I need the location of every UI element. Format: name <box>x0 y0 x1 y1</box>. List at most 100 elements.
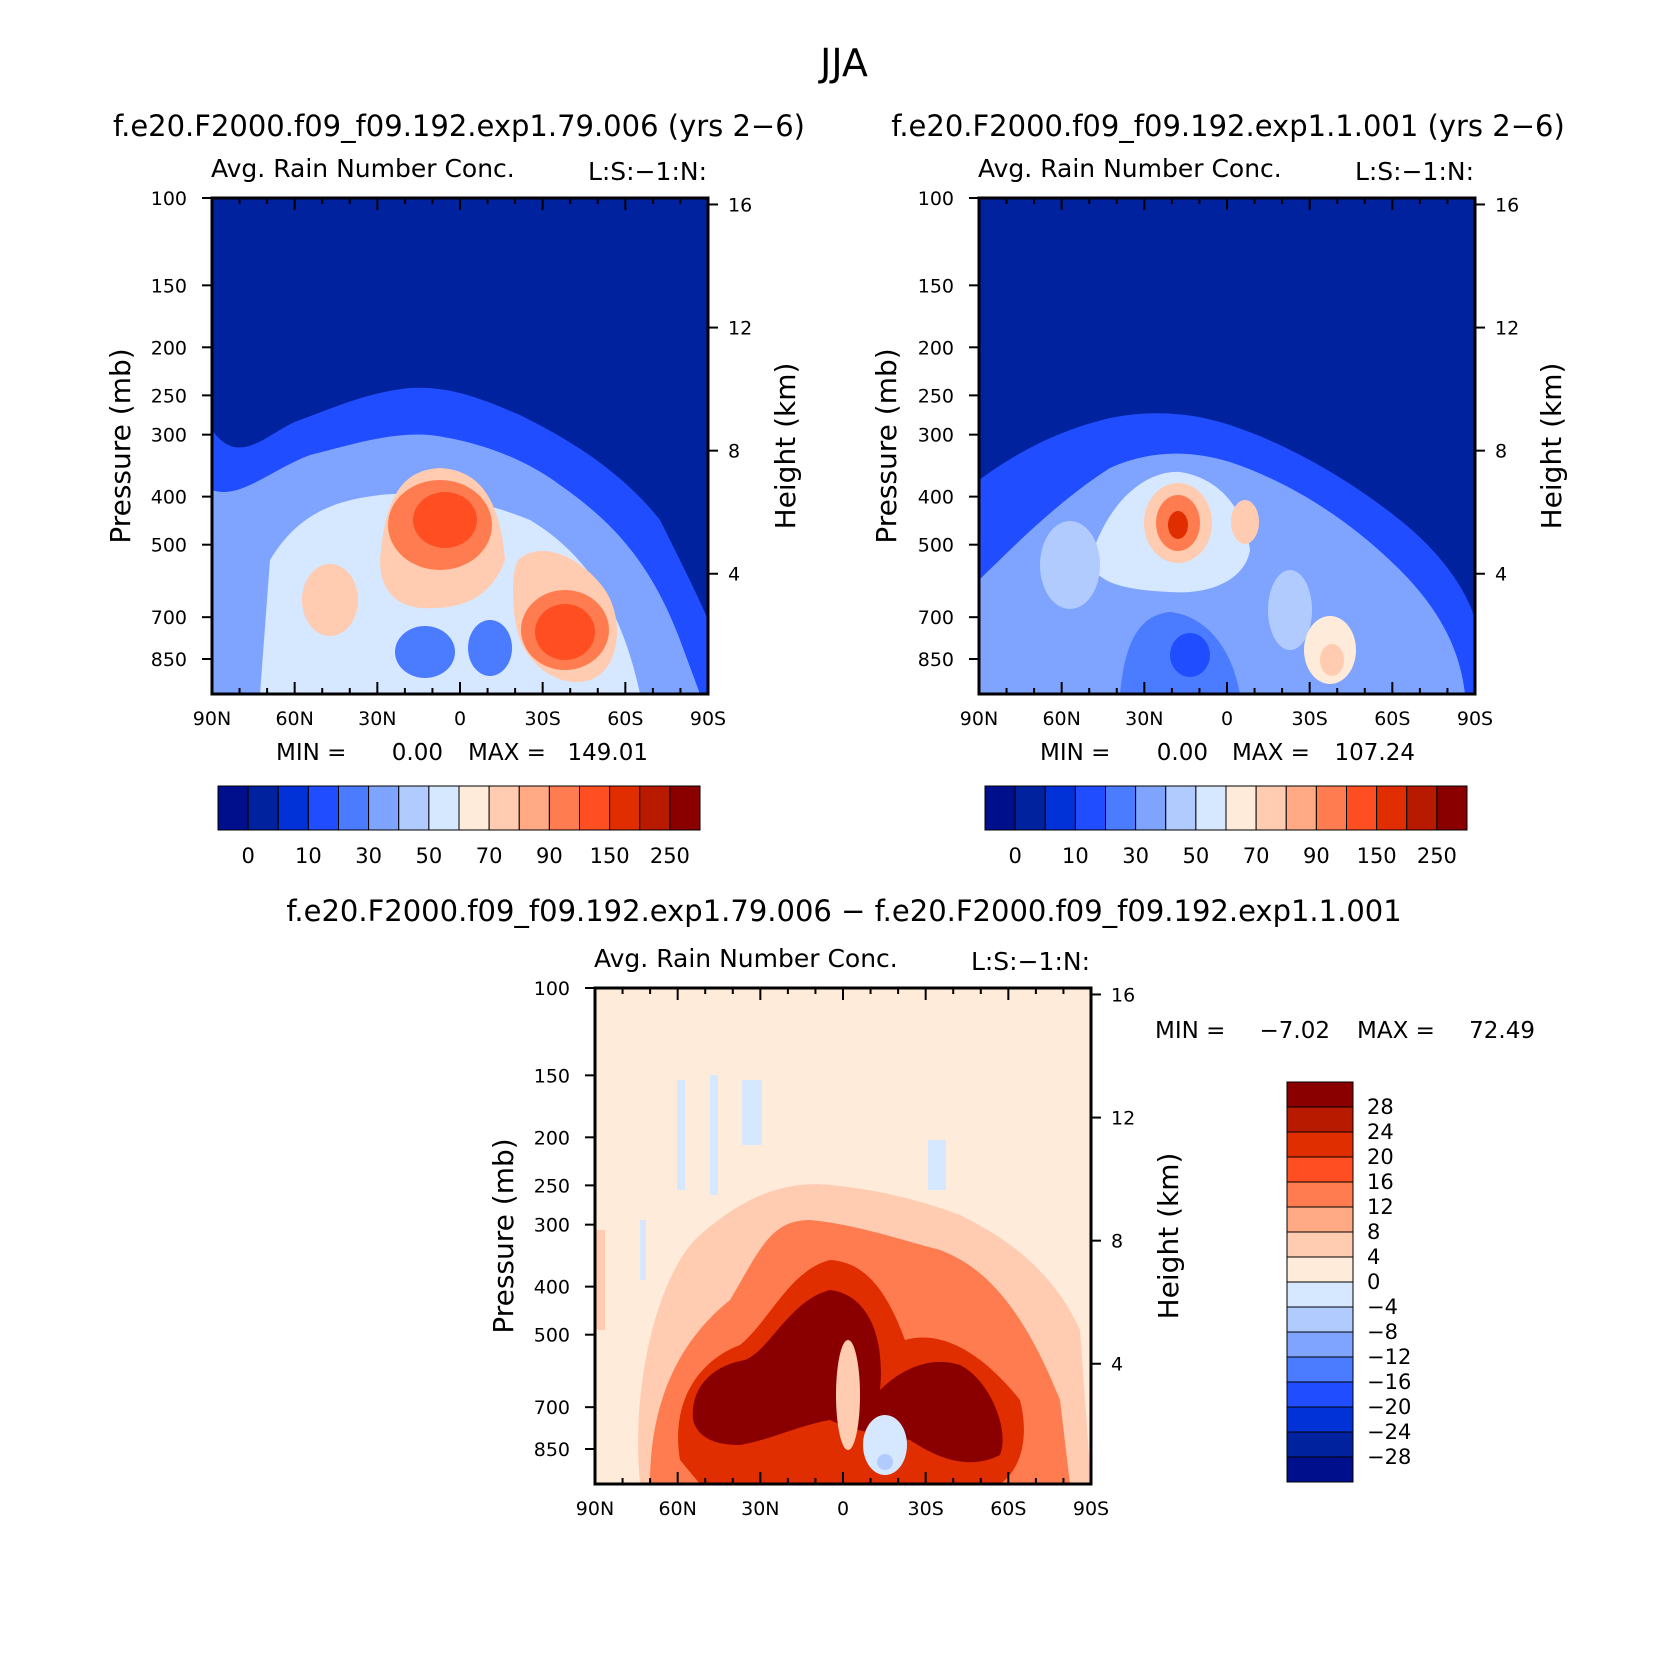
panel-1-ylabel: Pressure (mb) <box>104 348 137 543</box>
y-tick-label: 300 <box>534 1215 570 1237</box>
y-tick-label: 700 <box>534 1397 570 1419</box>
colorbar-label: 250 <box>1417 844 1457 868</box>
x-tick-label: 30N <box>1125 708 1163 730</box>
panel-2-max-value: 107.24 <box>1335 740 1415 766</box>
colorbar-swatch <box>338 785 370 831</box>
x-tick-label: 90S <box>690 708 726 730</box>
height-tick-label: 12 <box>1495 318 1519 340</box>
colorbar-label: 4 <box>1367 1245 1380 1269</box>
x-tick-label: 0 <box>454 708 466 730</box>
colorbar-swatch <box>1286 1231 1354 1258</box>
panel-2-colorbar: 0 10 30 50 70 90 150 250 <box>984 785 1468 868</box>
x-tick-label: 90N <box>576 1498 614 1520</box>
colorbar-label: 90 <box>536 844 563 868</box>
y-tick-label: 300 <box>151 425 187 447</box>
panel-3-min-value: −7.02 <box>1260 1018 1330 1044</box>
colorbar-label: 50 <box>416 844 443 868</box>
colorbar-label: 250 <box>650 844 690 868</box>
y-tick-label: 250 <box>151 385 187 407</box>
panel-2-case-title: f.e20.F2000.f09_f09.192.exp1.1.001 (yrs … <box>891 109 1565 143</box>
colorbar-label: −4 <box>1367 1295 1398 1319</box>
colorbar-swatch <box>1286 1331 1354 1358</box>
colorbar-label: 50 <box>1183 844 1210 868</box>
colorbar-label: 28 <box>1367 1095 1394 1119</box>
colorbar-label: 70 <box>1243 844 1270 868</box>
x-tick-label: 90S <box>1073 1498 1109 1520</box>
colorbar-swatch <box>368 785 400 831</box>
y-tick-label: 850 <box>151 649 187 671</box>
colorbar-swatch <box>1286 1431 1354 1458</box>
colorbar-swatch <box>428 785 460 831</box>
panel-3-subtitle: Avg. Rain Number Conc. <box>594 944 898 973</box>
colorbar-label: 0 <box>1367 1270 1380 1294</box>
y-tick-label: 400 <box>151 487 187 509</box>
panel-1-min-value: 0.00 <box>392 740 443 766</box>
panel-2-min-label: MIN = <box>1040 740 1110 766</box>
colorbar-swatch <box>1286 1281 1354 1308</box>
y-tick-label: 250 <box>534 1175 570 1197</box>
colorbar-swatch <box>1315 785 1347 831</box>
x-tick-label: 30N <box>741 1498 779 1520</box>
panel-1-min-label: MIN = <box>276 740 346 766</box>
y-tick-label: 400 <box>534 1277 570 1299</box>
height-tick-label: 8 <box>1111 1231 1123 1253</box>
x-tick-label: 60S <box>990 1498 1026 1520</box>
colorbar-swatch <box>1436 785 1468 831</box>
colorbar-label: 150 <box>590 844 630 868</box>
colorbar-label: 8 <box>1367 1220 1380 1244</box>
colorbar-label: 30 <box>1122 844 1149 868</box>
colorbar-swatch <box>1286 1081 1354 1108</box>
colorbar-label: −12 <box>1367 1345 1411 1369</box>
x-tick-label: 30S <box>525 708 561 730</box>
panel-3-min-label: MIN = <box>1155 1018 1225 1044</box>
colorbar-swatch <box>518 785 550 831</box>
colorbar-swatch <box>1225 785 1257 831</box>
x-tick-label: 0 <box>837 1498 849 1520</box>
colorbar-swatch <box>1406 785 1438 831</box>
x-tick-label: 0 <box>1221 708 1233 730</box>
x-tick-label: 60N <box>658 1498 696 1520</box>
colorbar-swatch <box>458 785 490 831</box>
x-tick-label: 30N <box>358 708 396 730</box>
colorbar-label: −28 <box>1367 1445 1411 1469</box>
colorbar-swatch <box>1286 1381 1354 1408</box>
panel-3-max-label: MAX = <box>1357 1018 1435 1044</box>
y-tick-label: 850 <box>534 1439 570 1461</box>
colorbar-swatch <box>1255 785 1287 831</box>
colorbar-label: −24 <box>1367 1420 1411 1444</box>
x-tick-label: 60S <box>1374 708 1410 730</box>
height-tick-label: 4 <box>728 564 740 586</box>
colorbar-swatch <box>247 785 279 831</box>
y-tick-label: 850 <box>918 649 954 671</box>
colorbar-label: 12 <box>1367 1195 1394 1219</box>
panel-2-subtitle: Avg. Rain Number Conc. <box>978 154 1282 183</box>
colorbar-label: 0 <box>241 844 254 868</box>
colorbar-label: 0 <box>1008 844 1021 868</box>
colorbar-label: −20 <box>1367 1395 1411 1419</box>
colorbar-swatch <box>579 785 611 831</box>
x-tick-label: 90N <box>193 708 231 730</box>
colorbar-swatch <box>1286 1306 1354 1333</box>
colorbar-swatch <box>1195 785 1227 831</box>
panel-2-plot-field <box>979 198 1475 694</box>
panel-2-ylabel: Pressure (mb) <box>870 348 903 543</box>
colorbar-swatch <box>1286 1181 1354 1208</box>
y-tick-label: 250 <box>918 385 954 407</box>
colorbar-label: 150 <box>1357 844 1397 868</box>
y-tick-label: 150 <box>918 275 954 297</box>
colorbar-swatch <box>1286 1206 1354 1233</box>
panel-2-min-value: 0.00 <box>1157 740 1208 766</box>
height-tick-label: 8 <box>728 441 740 463</box>
panel-3-right-string: L:S:−1:N: <box>971 947 1090 976</box>
colorbar-swatch <box>217 785 249 831</box>
panel-2-max-label: MAX = <box>1232 740 1310 766</box>
colorbar-swatch <box>984 785 1016 831</box>
panel-1: f.e20.F2000.f09_f09.192.exp1.79.006 (yrs… <box>104 109 805 868</box>
colorbar-swatch <box>1105 785 1137 831</box>
panel-1-axes: 90N 60N 30N 0 30S 60S 90S 100 150 200 250 300 400 500… <box>151 188 752 730</box>
panel-3-plot-field <box>595 988 1091 1484</box>
panel-1-case-title: f.e20.F2000.f09_f09.192.exp1.79.006 (yrs… <box>113 109 805 143</box>
x-tick-label: 60S <box>607 708 643 730</box>
height-tick-label: 4 <box>1111 1354 1123 1376</box>
